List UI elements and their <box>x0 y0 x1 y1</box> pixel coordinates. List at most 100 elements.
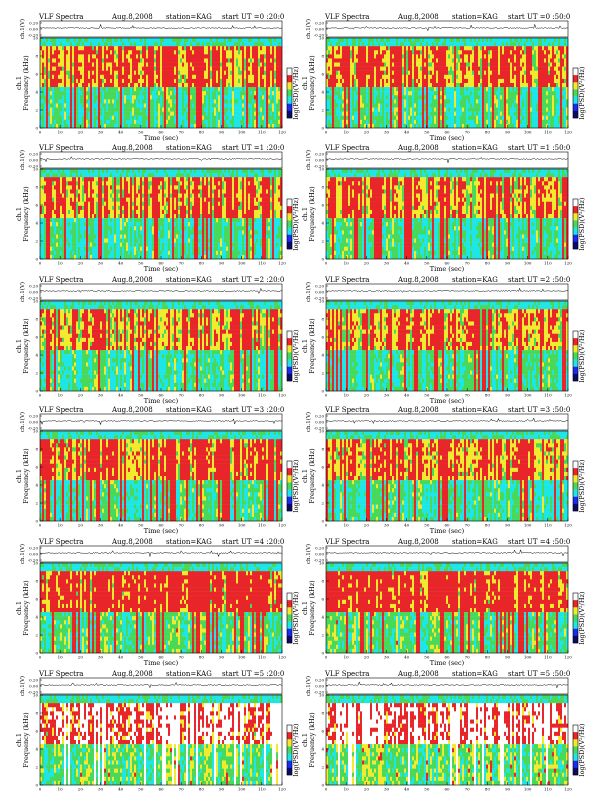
spectro-cell <box>134 108 136 112</box>
spectro-cell <box>184 42 186 46</box>
spectro-cell <box>250 71 252 75</box>
spectro-cell <box>438 42 440 46</box>
spectro-cell <box>78 112 80 116</box>
spectro-cell <box>258 83 260 87</box>
spectro-cell <box>206 103 208 107</box>
spectro-cell <box>42 87 44 91</box>
spectro-cell <box>476 46 478 50</box>
spectro-cell <box>98 63 100 67</box>
spectro-cell <box>132 63 134 67</box>
spectro-cell <box>84 103 86 107</box>
spectro-cell <box>488 46 490 50</box>
spectro-cell <box>88 38 90 42</box>
spectro-cell <box>272 108 274 112</box>
spectro-cell <box>380 71 382 75</box>
waveform-tick-label: 0.00 <box>29 26 38 31</box>
spectro-cell <box>250 120 252 124</box>
spectro-cell <box>416 75 418 79</box>
spectro-cell <box>68 46 70 50</box>
spectro-cell <box>382 58 384 62</box>
spectro-cell <box>544 38 546 42</box>
spectro-cell <box>430 58 432 62</box>
spectro-cell <box>278 63 280 67</box>
spectro-cell <box>402 42 404 46</box>
spectro-cell <box>230 58 232 62</box>
spectro-cell <box>552 75 554 79</box>
spectrogram <box>326 38 568 128</box>
spectro-cell <box>62 99 64 103</box>
spectro-cell <box>180 67 182 71</box>
spectro-cell <box>388 54 390 58</box>
spectro-cell <box>552 67 554 71</box>
spectro-cell <box>266 112 268 116</box>
spectro-cell <box>130 75 132 79</box>
spectro-cell <box>256 75 258 79</box>
spectro-cell <box>60 79 62 83</box>
spectro-cell <box>366 67 368 71</box>
spectro-cell <box>260 38 262 42</box>
spectro-cell <box>232 116 234 120</box>
spectro-cell <box>168 50 170 54</box>
spectro-cell <box>518 79 520 83</box>
spectro-cell <box>106 50 108 54</box>
spectro-cell <box>168 103 170 107</box>
spectro-cell <box>198 63 200 67</box>
spectro-cell <box>74 83 76 87</box>
spectro-cell <box>128 50 130 54</box>
spectro-cell <box>274 120 276 124</box>
spectro-cell <box>68 38 70 42</box>
spectro-cell <box>58 54 60 58</box>
spectro-cell <box>354 63 356 67</box>
spectro-cell <box>262 42 264 46</box>
spectro-cell <box>258 95 260 99</box>
freq-tick-label: 6 <box>35 72 38 77</box>
spectro-cell <box>94 120 96 124</box>
spectro-cell <box>458 79 460 83</box>
spectro-cell <box>96 58 98 62</box>
panel-title-label: VLF Spectra <box>38 13 83 21</box>
spectro-cell <box>112 42 114 46</box>
spectro-cell <box>100 95 102 99</box>
spectro-cell <box>372 58 374 62</box>
spectro-cell <box>104 50 106 54</box>
spectro-cell <box>264 83 266 87</box>
spectro-cell <box>222 124 224 128</box>
spectro-cell <box>40 95 42 99</box>
spectro-cell <box>398 54 400 58</box>
spectro-cell <box>376 75 378 79</box>
spectro-cell <box>442 50 444 54</box>
spectro-cell <box>44 116 46 120</box>
spectro-cell <box>260 71 262 75</box>
spectro-cell <box>424 46 426 50</box>
spectro-cell <box>94 95 96 99</box>
spectro-cell <box>170 75 172 79</box>
spectro-cell <box>496 75 498 79</box>
spectro-cell <box>116 79 118 83</box>
spectro-cell <box>48 124 50 128</box>
spectro-cell <box>328 42 330 46</box>
spectro-cell <box>384 63 386 67</box>
spectro-cell <box>512 50 514 54</box>
spectro-cell <box>252 54 254 58</box>
spectro-cell <box>218 79 220 83</box>
spectro-cell <box>520 46 522 50</box>
spectro-cell <box>248 75 250 79</box>
spectro-cell <box>452 58 454 62</box>
spectro-cell <box>54 50 56 54</box>
spectro-cell <box>266 108 268 112</box>
spectro-cell <box>90 91 92 95</box>
spectro-cell <box>140 63 142 67</box>
spectro-cell <box>418 50 420 54</box>
spectro-cell <box>120 95 122 99</box>
spectro-cell <box>412 42 414 46</box>
spectro-cell <box>454 79 456 83</box>
spectro-cell <box>104 120 106 124</box>
spectro-cell <box>212 124 214 128</box>
spectro-cell <box>276 38 278 42</box>
spectro-cell <box>232 112 234 116</box>
spectro-cell <box>98 83 100 87</box>
spectro-cell <box>506 50 508 54</box>
spectro-cell <box>206 50 208 54</box>
spectro-cell <box>150 38 152 42</box>
spectro-cell <box>50 124 52 128</box>
